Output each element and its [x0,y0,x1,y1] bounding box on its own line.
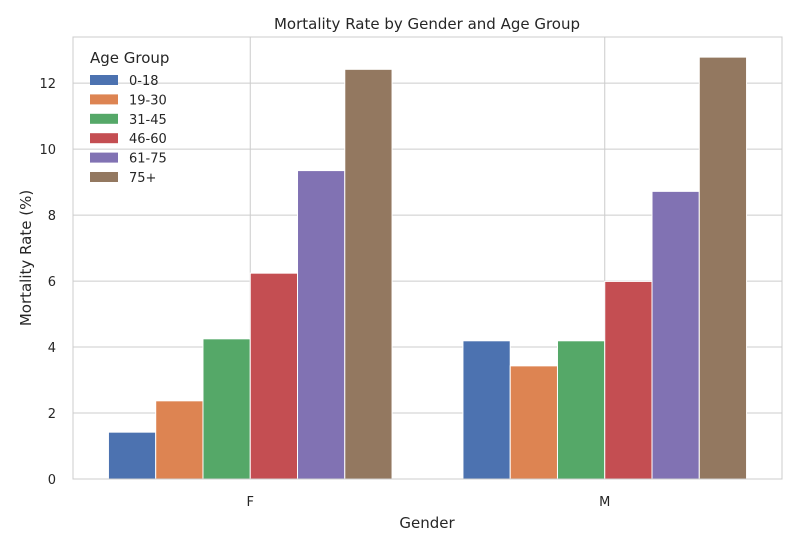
bar-46-60-M [604,280,653,480]
y-tick-label: 6 [48,275,56,290]
bar-75+-M [698,56,748,480]
bars [107,56,748,480]
plot-frame [72,36,783,480]
y-tick-label: 2 [48,407,56,422]
y-tick-label: 12 [39,77,56,92]
y-axis-label: Mortality Rate (%) [17,190,35,326]
legend-swatch [90,152,118,163]
bar-0-18-M [462,340,511,480]
legend-label: 0-18 [129,74,159,89]
x-axis-label: Gender [399,514,455,532]
x-tick-label: F [247,495,254,510]
legend-label: 46-60 [129,132,167,147]
bar-19-30-M [509,365,558,480]
legend-label: 61-75 [129,152,167,167]
bar-31-45-M [556,340,606,480]
x-tick-label: M [599,495,610,510]
legend: Age Group 0-18 19-30 31-45 46-60 61-75 75+ [90,49,169,186]
legend-swatch [90,133,118,144]
y-tick-label: 8 [48,209,56,224]
legend-swatch [90,172,118,182]
legend-swatch [90,94,118,105]
y-tick-label: 0 [48,473,56,488]
legend-label: 31-45 [129,113,167,128]
legend-swatch [90,75,118,85]
bar-61-75-M [651,190,700,480]
bar-0-18-F [107,431,157,480]
bar-75+-F [344,68,393,480]
legend-label: 19-30 [129,93,167,108]
legend-items: 0-18 19-30 31-45 46-60 61-75 75+ [90,74,167,186]
bar-19-30-F [155,400,204,480]
y-tick-label: 4 [48,341,56,356]
y-tick-labels: 0 2 4 6 8 10 12 [39,77,56,488]
bar-61-75-F [297,170,346,480]
legend-label: 75+ [129,171,156,186]
legend-swatch [90,113,118,124]
bar-31-45-F [202,338,251,480]
legend-title: Age Group [90,49,169,67]
bar-46-60-F [249,272,299,480]
y-tick-label: 10 [39,143,56,158]
chart-title: Mortality Rate by Gender and Age Group [274,15,580,33]
